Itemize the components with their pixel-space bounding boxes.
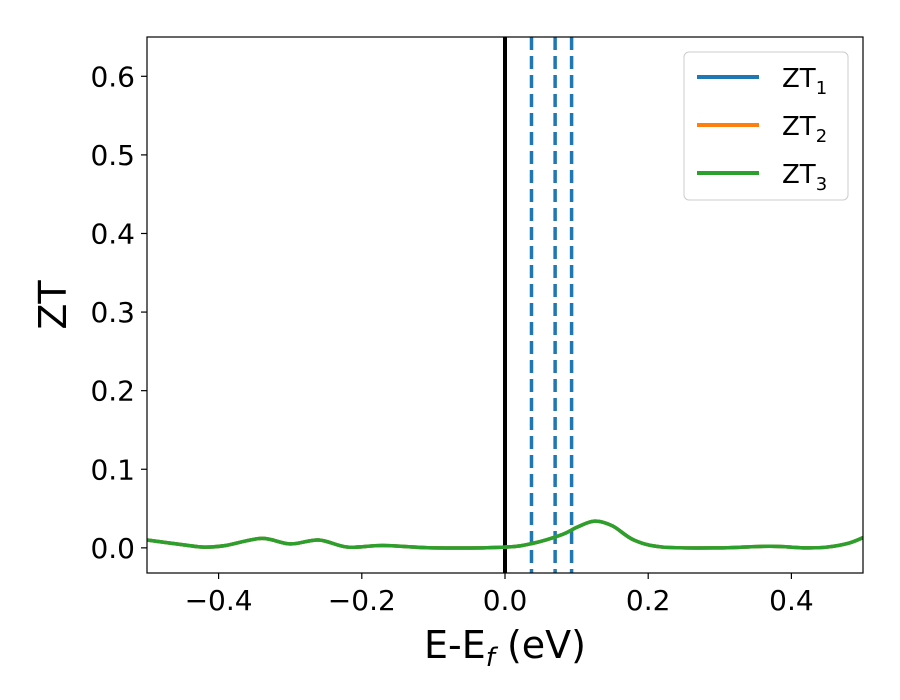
legend-label-zt2: ZT2 (782, 112, 827, 147)
x-axis-ticks: −0.4 −0.2 0.0 0.2 0.4 (185, 573, 814, 617)
y-tick-label: 0.4 (90, 217, 135, 250)
legend-label-main: ZT (782, 112, 816, 142)
y-tick-label: 0.1 (90, 453, 135, 486)
series-line-zt3 (147, 519, 863, 550)
legend-label-main: ZT (782, 64, 816, 94)
y-tick-label: 0.0 (90, 532, 135, 565)
x-tick-label: −0.4 (185, 584, 253, 617)
legend-label-zt3: ZT3 (782, 160, 827, 195)
legend-label-zt1: ZT1 (782, 64, 827, 99)
x-tick-label: 0.4 (769, 584, 814, 617)
y-axis-ticks: 0.0 0.1 0.2 0.3 0.4 0.5 0.6 (90, 60, 147, 565)
series-lines (147, 519, 863, 550)
y-tick-label: 0.6 (90, 60, 135, 93)
x-axis-title-main: E-E (424, 623, 486, 667)
x-axis-title-unit: (eV) (495, 623, 586, 667)
x-tick-label: 0.2 (626, 584, 671, 617)
legend-frame (683, 51, 849, 201)
plot-area (147, 37, 863, 573)
legend-label-sub: 1 (816, 78, 827, 99)
y-axis-title: ZT (31, 280, 75, 330)
x-tick-label: −0.2 (328, 584, 396, 617)
y-tick-label: 0.3 (90, 296, 135, 329)
legend-label-sub: 3 (816, 174, 827, 195)
y-tick-label: 0.2 (90, 375, 135, 408)
legend-label-main: ZT (782, 160, 816, 190)
vertical-reference-lines (503, 37, 574, 573)
x-tick-label: 0.0 (483, 584, 528, 617)
y-tick-label: 0.5 (90, 139, 135, 172)
legend-label-sub: 2 (816, 126, 827, 147)
x-axis-title: E-Ef (eV) (424, 623, 586, 673)
